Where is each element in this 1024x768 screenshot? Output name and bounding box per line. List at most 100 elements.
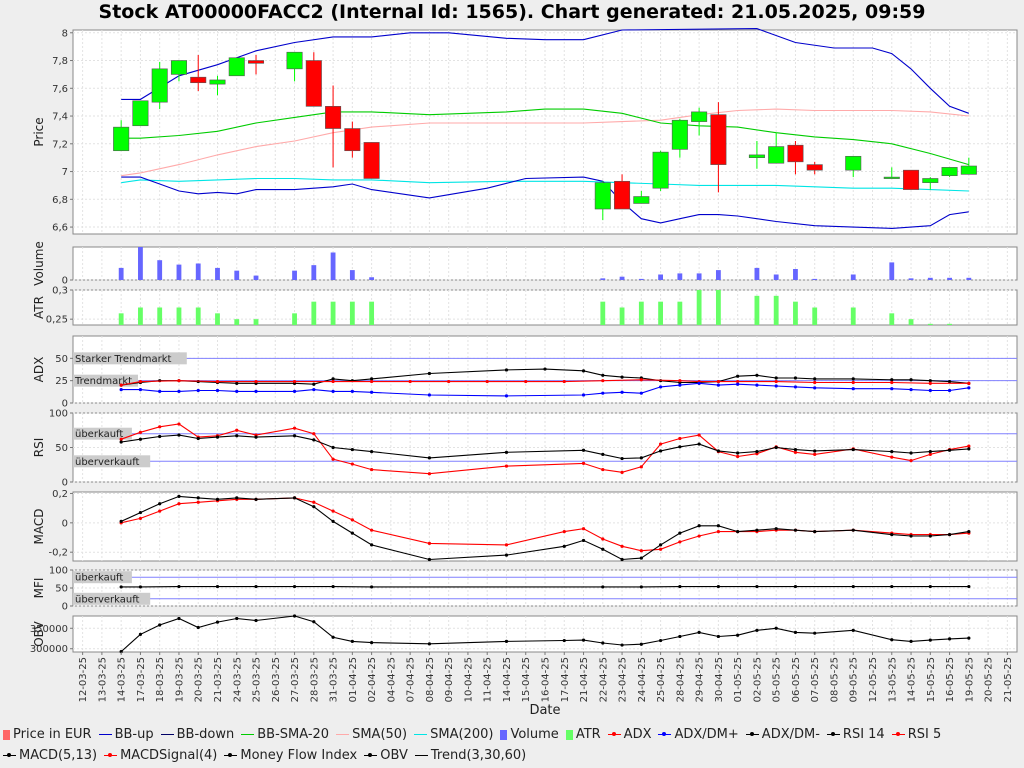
rsi14-line-point <box>851 447 855 452</box>
x-tick-label: 31-03-25 <box>329 657 340 702</box>
legend-item: ADX/DM- <box>745 724 820 745</box>
legend-label: RSI 14 <box>842 727 885 742</box>
obv-line-point <box>292 614 297 618</box>
rsi14-line-point <box>601 452 605 456</box>
panel-price: 6,6 6,8 7 7,2 7,4 7,6 7,8 8 Price <box>32 28 1018 235</box>
adx-dm-plus-line-point <box>928 388 932 393</box>
legend-label: BB-up <box>114 727 154 742</box>
rsi14-line-point <box>254 435 258 439</box>
adx-dm-minus-line-point <box>370 377 374 381</box>
x-tick-label: 23-04-25 <box>618 657 629 702</box>
candle-body <box>228 57 245 77</box>
volume-bar <box>600 278 606 280</box>
obv-line-point <box>177 616 181 621</box>
rsi5-line-point <box>292 426 297 430</box>
x-tick-label: 07-05-25 <box>810 657 821 702</box>
rsi14-line-point <box>177 433 181 437</box>
adx-dm-minus-line-point <box>774 376 778 380</box>
rsi14-line-point <box>755 450 759 454</box>
rsi14-line-point <box>909 451 913 455</box>
obv-line-point <box>639 642 643 646</box>
obv-line-point <box>138 632 143 637</box>
legend-swatch <box>500 729 508 740</box>
macd-signal-line-point <box>601 537 605 541</box>
candle-body <box>170 60 187 75</box>
y-tick-label: 0,3 <box>52 286 68 297</box>
rsi14-line-point <box>678 445 682 449</box>
adx-dm-plus-line-point <box>196 388 200 393</box>
adx-dm-plus-line-point <box>215 388 220 393</box>
macd-line-point <box>350 531 354 535</box>
mfi-line-point <box>331 584 335 589</box>
adx-dm-plus-line-point <box>678 383 682 387</box>
volume-bar <box>311 265 317 280</box>
candle-body <box>652 151 669 189</box>
panel-rsi: 0 50 100 RSI überkauft überverkauft <box>32 409 1018 489</box>
rsi5-line-point <box>620 470 624 474</box>
volume-bar <box>369 277 375 280</box>
adx-dm-plus-line-point <box>581 393 586 397</box>
candle-body <box>845 155 862 171</box>
legend-label: ATR <box>575 727 601 742</box>
rsi14-line-point <box>312 438 316 442</box>
adx-line-point <box>408 379 412 384</box>
macd-line-point <box>851 528 855 532</box>
y-tick-label: 7,4 <box>52 112 68 123</box>
x-tick-label: 19-03-25 <box>174 657 185 702</box>
adx-dm-plus-line-point <box>909 388 913 392</box>
x-tick-label: 26-03-25 <box>271 657 282 702</box>
adx-line-point <box>716 379 720 384</box>
candle-body <box>286 51 303 70</box>
obv-line-point <box>601 641 605 645</box>
legend-label: SMA(200) <box>430 727 494 742</box>
reference-label: überverkauft <box>75 594 140 605</box>
atr-bar <box>349 301 355 325</box>
atr-bar <box>253 319 259 325</box>
rsi5-line-point <box>928 452 932 456</box>
adx-line-point <box>485 379 489 384</box>
macd-line-point <box>370 543 374 547</box>
chart-title: Stock AT00000FACC2 (Internal Id: 1565). … <box>98 1 926 23</box>
atr-bar <box>850 307 856 325</box>
rsi5-line-point <box>793 450 798 454</box>
adx-dm-minus-line-point <box>601 373 605 377</box>
reference-label: Starker Trendmarkt <box>75 354 172 365</box>
macd-signal-line-point <box>427 541 432 545</box>
mfi-line-point <box>119 585 123 589</box>
atr-bar <box>638 301 644 325</box>
adx-line-point <box>215 379 220 384</box>
adx-line-point <box>639 378 643 382</box>
rsi5-line-point <box>312 432 316 436</box>
rsi14-line-point <box>350 447 354 452</box>
rsi5-line-point <box>235 428 239 432</box>
volume-bar <box>812 278 818 280</box>
adx-dm-plus-line <box>121 382 969 397</box>
macd-line-point <box>947 532 952 537</box>
adx-dm-minus-line-point <box>928 379 932 383</box>
legend-item: ADX <box>607 724 652 745</box>
legend-label: Price in EUR <box>13 727 92 742</box>
adx-dm-plus-line-point <box>697 381 701 385</box>
macd-line-point <box>774 527 778 531</box>
y-tick-label: 7 <box>62 167 68 178</box>
legend-label: ADX <box>623 727 652 742</box>
obv-line-point <box>235 616 239 621</box>
reference-label-bg <box>73 592 151 605</box>
adx-dm-plus-line-point <box>639 391 643 395</box>
obv-line-point <box>755 628 759 632</box>
candle-body <box>325 106 342 129</box>
macd-line-point <box>504 553 509 557</box>
legend-swatch <box>891 732 905 736</box>
mfi-line-point <box>928 584 932 589</box>
macd-signal-line-point <box>562 530 566 534</box>
adx-dm-minus-line-point <box>947 379 952 384</box>
legend-label: SMA(50) <box>352 727 408 742</box>
obv-line-point <box>967 636 971 640</box>
x-tick-label: 21-04-25 <box>579 657 590 702</box>
adx-line-point <box>601 379 605 383</box>
obv-line-point <box>119 649 123 654</box>
volume-bar <box>138 247 143 280</box>
rsi5-line <box>121 423 969 475</box>
macd-line-point <box>254 497 258 501</box>
rsi5-line-point <box>678 436 682 441</box>
